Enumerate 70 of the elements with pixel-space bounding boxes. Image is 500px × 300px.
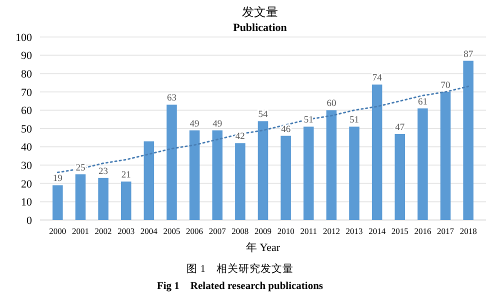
chart-subtitle: Publication: [233, 22, 287, 34]
bar: [280, 136, 291, 220]
x-tick-label: 2004: [140, 226, 158, 236]
data-label: 74: [372, 74, 382, 84]
bar: [166, 104, 177, 220]
x-tick-label: 2014: [368, 226, 386, 236]
data-label: 61: [418, 97, 428, 108]
data-label: 42: [235, 132, 246, 142]
x-tick-label: 2011: [300, 226, 317, 236]
data-label: 49: [212, 119, 222, 130]
y-tick-label: 60: [21, 105, 32, 118]
x-tick-label: 2013: [346, 226, 363, 236]
data-label: 21: [121, 170, 132, 181]
bar: [144, 141, 154, 220]
bar: [189, 130, 200, 220]
bar: [120, 182, 132, 220]
bar: [349, 126, 360, 220]
x-tick-label: 2007: [208, 226, 226, 236]
data-label: 60: [326, 99, 336, 110]
bar: [440, 92, 451, 220]
y-tick-label: 50: [21, 123, 32, 136]
x-tick-label: 2017: [437, 226, 454, 236]
data-label: 46: [281, 124, 291, 135]
bar: [372, 84, 382, 220]
y-tick-label: 20: [21, 178, 32, 190]
y-tick-label: 80: [21, 68, 32, 80]
y-tick-label: 40: [21, 142, 32, 154]
x-tick-label: 2015: [391, 226, 408, 236]
x-tick-label: 2000: [49, 226, 66, 236]
data-label: 54: [258, 110, 268, 120]
x-tick-label: 2009: [254, 226, 272, 236]
data-label: 63: [166, 94, 177, 104]
x-axis-title: 年 Year: [246, 242, 280, 254]
caption: Fig 1 Related research publications: [156, 281, 324, 292]
bar: [326, 110, 337, 220]
y-tick-label: 70: [21, 86, 32, 99]
y-tick-label: 30: [21, 160, 32, 172]
x-tick-label: 2008: [232, 226, 249, 236]
data-label: 49: [190, 119, 200, 130]
bar: [75, 174, 86, 220]
y-tick-label: 0: [26, 214, 32, 227]
bar: [235, 143, 246, 220]
bar: [52, 185, 63, 220]
y-tick-label: 90: [21, 50, 32, 62]
x-tick-label: 2006: [186, 226, 204, 236]
x-tick-label: 2002: [94, 226, 112, 236]
data-label: 19: [52, 174, 63, 184]
data-label: 47: [395, 122, 405, 133]
bar: [394, 134, 406, 220]
data-label: 51: [350, 116, 360, 126]
y-tick-label: 100: [16, 32, 32, 44]
caption: 图 1 相关研究发文量: [186, 262, 294, 275]
x-tick-label: 2016: [414, 226, 432, 236]
data-label: 23: [98, 166, 108, 177]
x-tick-label: 2001: [72, 226, 89, 236]
x-tick-label: 2010: [277, 226, 294, 236]
x-tick-label: 2003: [118, 226, 135, 236]
data-label: 87: [464, 50, 474, 60]
bar: [418, 108, 428, 220]
bar: [303, 126, 314, 220]
x-tick-label: 2005: [163, 226, 180, 236]
bar: [258, 121, 268, 220]
chart-title: 发文量: [242, 5, 278, 19]
bar: [212, 130, 223, 220]
x-tick-label: 2018: [460, 226, 477, 236]
bar: [98, 178, 108, 220]
x-tick-label: 2012: [322, 226, 340, 236]
data-label: 70: [440, 80, 451, 91]
bar: [463, 60, 474, 220]
y-tick-label: 10: [21, 196, 32, 209]
